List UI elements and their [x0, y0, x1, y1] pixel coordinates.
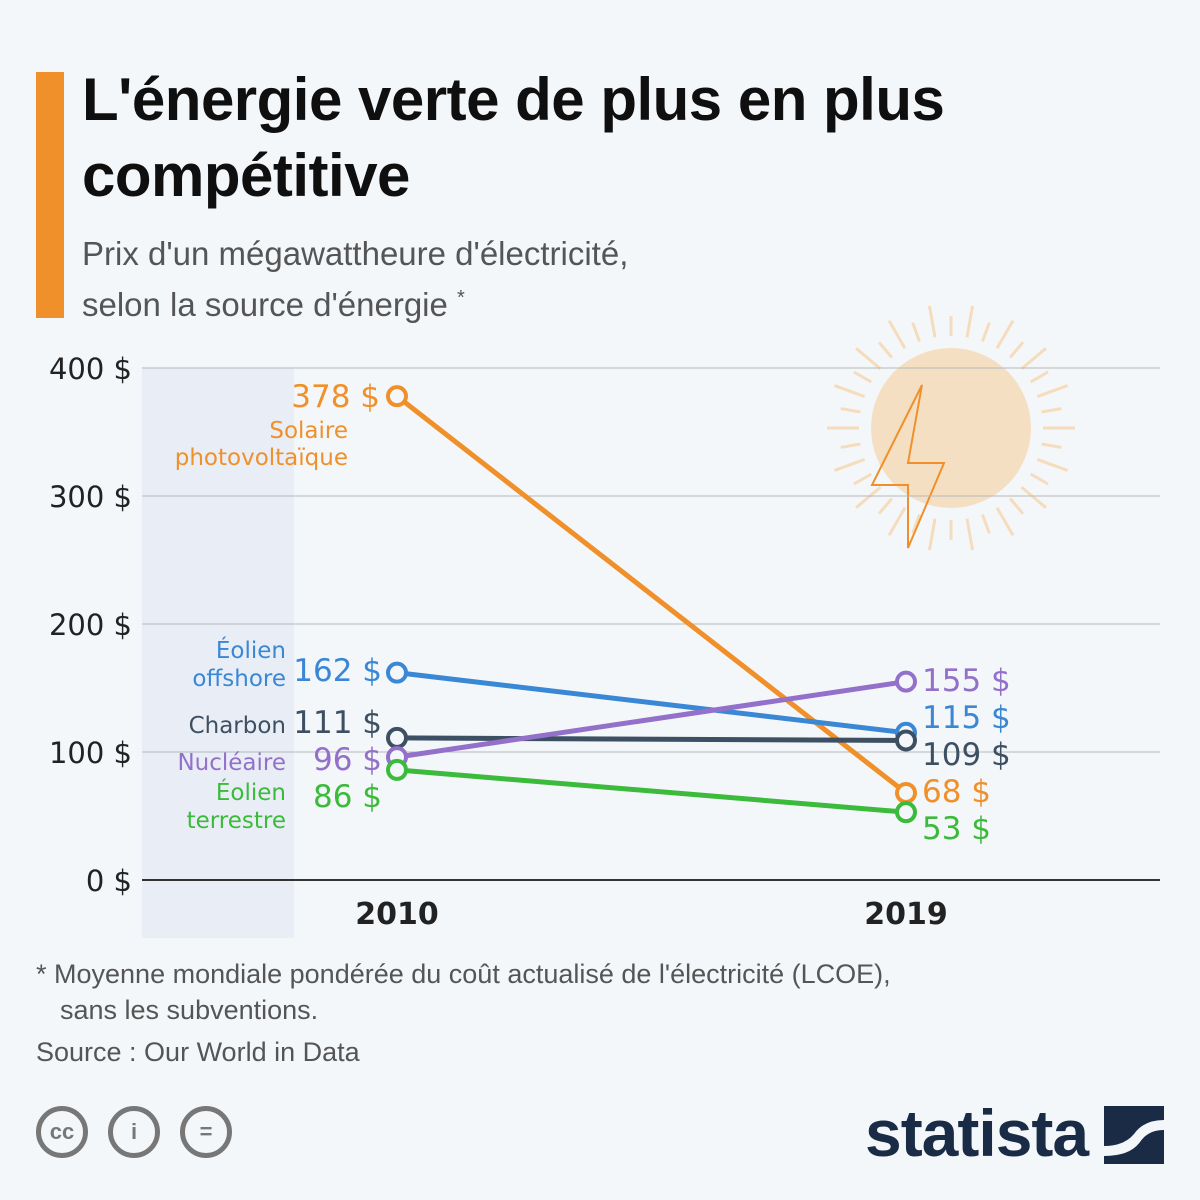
header: L'énergie verte de plus en plus compétit… [82, 62, 1196, 327]
data-point [895, 729, 917, 752]
source: Source : Our World in Data [36, 1037, 360, 1067]
sun-ray [855, 347, 882, 371]
sun-ray [965, 305, 975, 338]
sun-ray [887, 319, 907, 350]
subtitle: Prix d'un mégawattheure d'électricité, s… [82, 232, 1196, 327]
sun-ray [965, 518, 975, 551]
footnote: * Moyenne mondiale pondérée du coût actu… [36, 956, 891, 1028]
subtitle-line2: selon la source d'énergie [82, 286, 448, 323]
series-line-4 [396, 767, 907, 815]
data-point [386, 758, 408, 781]
statista-logo-mark-icon [1104, 1106, 1164, 1164]
series-name-label: Solaire [269, 418, 348, 444]
highlight-band [142, 368, 294, 938]
sun-ray [981, 322, 991, 343]
footnote-line2: sans les subventions. [60, 995, 319, 1025]
sun-icon [871, 348, 1031, 508]
sun-ray [1008, 341, 1025, 359]
sun-ray [911, 513, 921, 534]
page-title: L'énergie verte de plus en plus compétit… [82, 66, 945, 209]
data-label: 111 $ [293, 705, 382, 741]
sun-ray [840, 407, 861, 414]
data-label: 53 $ [922, 811, 991, 847]
y-tick-label: 0 $ [86, 864, 132, 898]
sun-ray [833, 458, 866, 472]
sun-ray [981, 513, 991, 534]
x-tick-label: 2019 [864, 897, 948, 932]
attribution-icon[interactable]: i [108, 1106, 160, 1158]
series-name-label: offshore [192, 666, 286, 692]
line-chart: 0 $ 100 $ 200 $ 300 $ 400 $ 2010 2019 378 $ 68 $… [49, 305, 1160, 938]
sun-ray [1020, 485, 1047, 509]
sun-ray [855, 485, 882, 509]
sun-ray [1041, 407, 1062, 414]
series-line-0 [395, 394, 908, 795]
series-name-label: Charbon [189, 713, 286, 739]
footnote-line1: * Moyenne mondiale pondérée du coût actu… [36, 959, 891, 989]
data-point [386, 726, 408, 749]
data-label: 162 $ [293, 653, 382, 689]
series-name-label: Éolien [216, 778, 286, 806]
sun-ray [887, 506, 907, 537]
data-label: 115 $ [922, 700, 1011, 736]
series-line-1 [396, 670, 907, 736]
sun-ray [877, 341, 894, 359]
sun-ray [877, 497, 894, 515]
sun-ray [840, 442, 861, 449]
series-line-3 [396, 679, 907, 760]
data-point [895, 670, 917, 693]
lightning-icon [870, 384, 946, 549]
sun-ray [995, 319, 1015, 350]
sun-ray [1029, 370, 1049, 384]
sun-ray [1029, 472, 1049, 486]
x-tick-label: 2010 [355, 897, 439, 932]
data-label: 86 $ [313, 779, 382, 815]
sun-ray [1020, 347, 1047, 371]
sun-ray [1008, 497, 1025, 515]
data-point [895, 781, 917, 804]
series-name-label: terrestre [187, 808, 286, 834]
data-label: 96 $ [313, 742, 382, 778]
sun-ray [1036, 458, 1069, 472]
footnote-mark: * [457, 287, 465, 309]
data-point [895, 801, 917, 824]
sun-ray [833, 384, 866, 398]
data-label: 68 $ [922, 774, 991, 810]
subtitle-line1: Prix d'un mégawattheure d'électricité, [82, 235, 629, 272]
y-tick-label: 300 $ [49, 480, 132, 514]
sun-ray [927, 518, 937, 551]
series-name-label: Éolien [216, 636, 286, 664]
series-name-label: photovoltaïque [175, 445, 348, 471]
y-tick-label: 100 $ [49, 736, 132, 770]
sun-ray [1036, 384, 1069, 398]
no-derivatives-icon[interactable]: = [180, 1106, 232, 1158]
sun-ray [911, 322, 921, 343]
series-name-label: Nucléaire [177, 750, 286, 776]
sun-ray [995, 506, 1015, 537]
data-label: 109 $ [922, 737, 1011, 773]
sun-ray [853, 370, 873, 384]
series-line-2 [396, 735, 907, 743]
data-label: 155 $ [922, 663, 1011, 699]
statista-logo[interactable]: statista [865, 1096, 1089, 1170]
cc-icon[interactable]: cc [36, 1106, 88, 1158]
data-point [386, 385, 408, 408]
y-tick-label: 400 $ [49, 352, 132, 386]
data-point [386, 661, 408, 684]
sun-ray [927, 305, 937, 338]
accent-bar [36, 72, 64, 318]
sun-ray [1041, 442, 1062, 449]
sun-ray [853, 472, 873, 486]
data-label: 378 $ [291, 379, 380, 415]
y-tick-label: 200 $ [49, 608, 132, 642]
